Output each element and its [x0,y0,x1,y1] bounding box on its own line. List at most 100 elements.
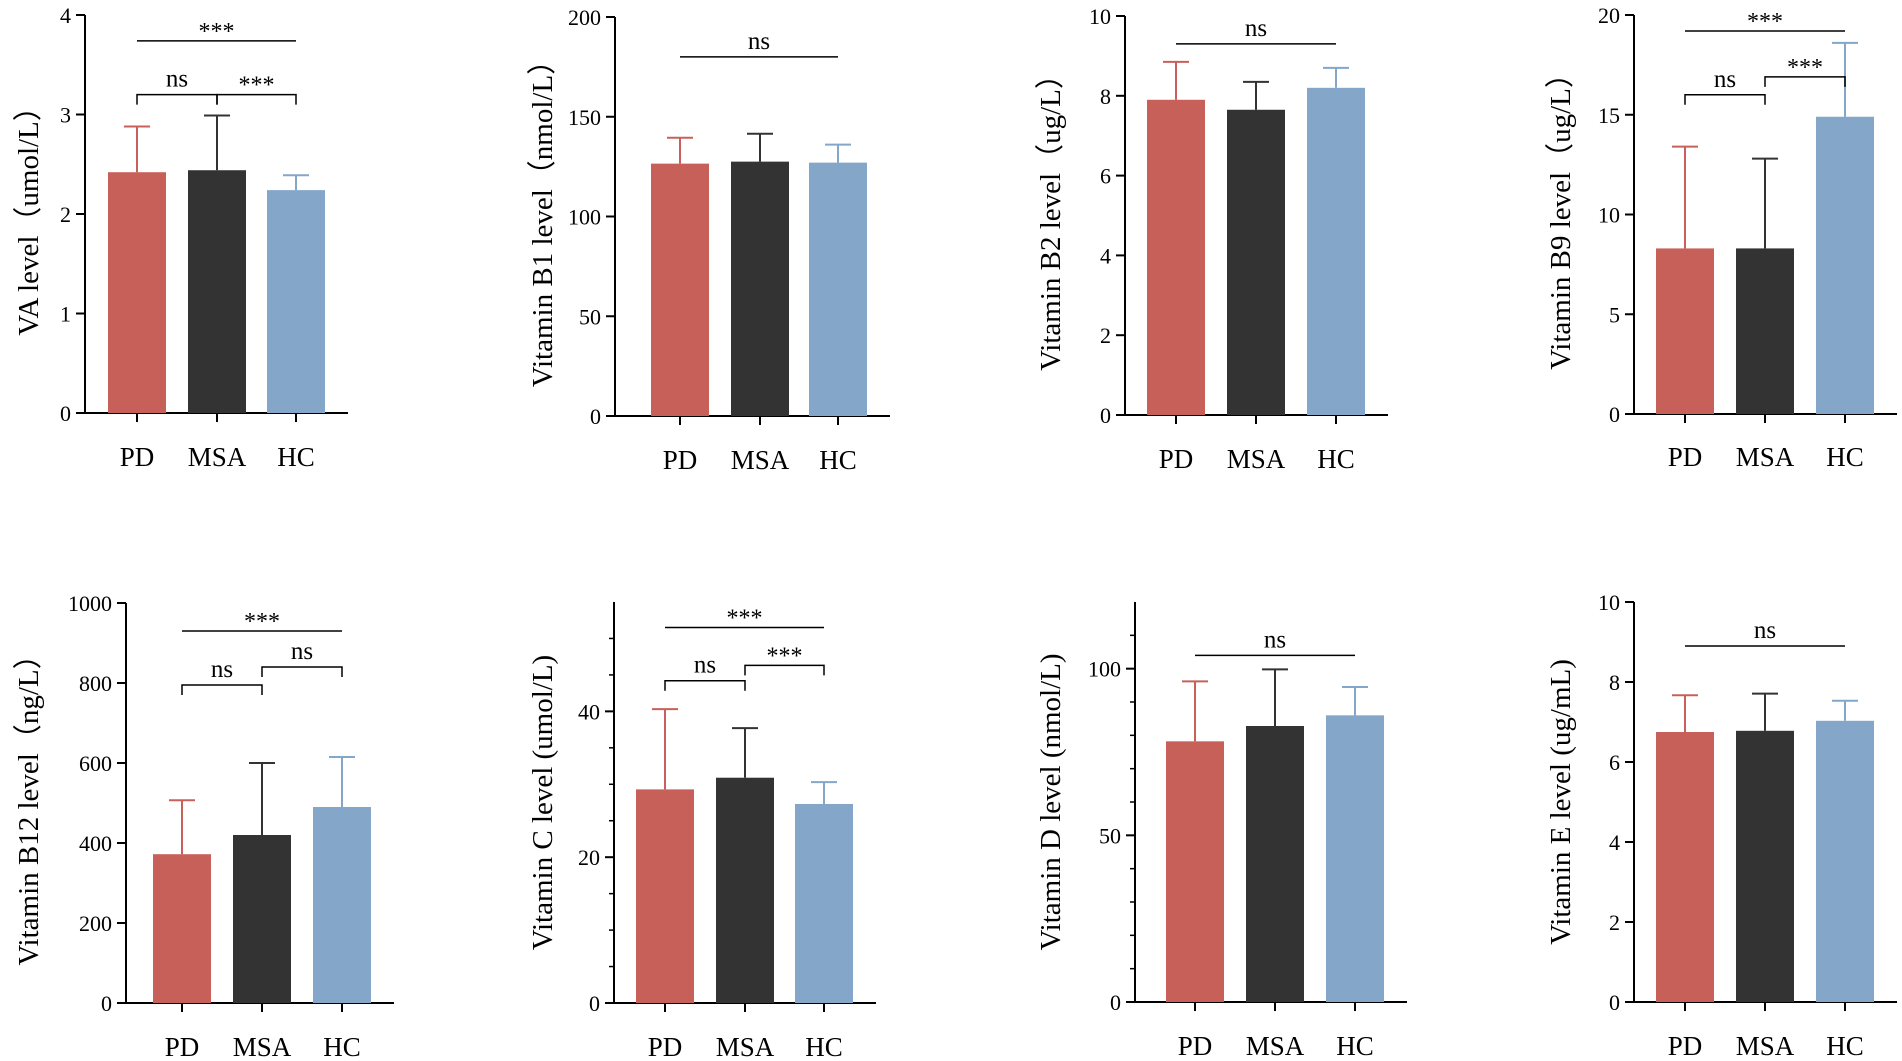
y-tick-label: 0 [1609,990,1620,1015]
significance-label: ns [1714,66,1736,93]
bar-hc [267,190,325,413]
bar-hc [1816,116,1874,415]
y-tick-label: 50 [1099,823,1121,848]
x-tick-label-msa: MSA [1246,1031,1305,1061]
bar-msa [1246,726,1304,1002]
x-tick-label-msa: MSA [1736,1031,1795,1061]
y-axis-label: Vitamin B9 level（ug/L） [1545,59,1577,370]
x-tick-label-hc: HC [1336,1031,1374,1061]
chart-panel-4: 0 5 10 15 20 PD MSA HC *** ns *** Vitamin B9 level（… [1545,3,1897,472]
bar-msa [233,835,291,1003]
x-tick-label-hc: HC [1317,444,1355,474]
significance-bracket [1684,94,1766,105]
y-tick-label: 0 [60,401,71,426]
x-tick-label-pd: PD [120,442,155,472]
y-tick-label: 8 [1609,670,1620,695]
y-tick-label: 0 [590,404,601,429]
y-tick-label: 20 [1598,3,1620,28]
x-tick-label-pd: PD [1159,444,1194,474]
bar-msa [188,170,246,413]
x-tick-label-msa: MSA [1736,442,1795,472]
y-tick-label: 4 [1609,830,1620,855]
x-tick-label-pd: PD [648,1032,683,1061]
y-tick-label: 15 [1598,103,1620,128]
y-tick-label: 0 [1110,990,1121,1015]
x-tick-label-hc: HC [1826,1031,1864,1061]
x-tick-label-pd: PD [1668,1031,1703,1061]
y-tick-label: 10 [1598,590,1620,615]
significance-bracket [744,664,825,676]
significance-label: *** [199,19,235,45]
bar-hc [1326,715,1384,1002]
bar-msa [1736,248,1794,414]
y-axis-label: VA level（umol/L） [13,92,45,336]
x-tick-label-msa: MSA [188,442,247,472]
significance-bracket [216,93,297,105]
y-tick-label: 40 [578,699,600,724]
significance-label: *** [1747,9,1783,35]
y-tick-label: 4 [1100,243,1111,268]
y-axis-label: Vitamin B2 level（ug/L） [1035,60,1067,371]
y-tick-label: 5 [1609,302,1620,327]
y-axis-label: Vitamin B1 level（nmol/L） [527,46,559,387]
x-tick-label-pd: PD [1178,1031,1213,1061]
bar-hc [795,803,853,1003]
significance-bracket [136,93,218,105]
bar-hc [313,807,371,1003]
y-tick-label: 3 [60,103,71,128]
y-tick-label: 2 [1100,323,1111,348]
chart-panel-8: 0 2 4 6 8 10 PD MSA HC ns Vitamin E level (ug/mL) [1545,590,1897,1061]
bar-pd [651,163,709,416]
y-tick-label: 0 [1100,403,1111,428]
y-tick-label: 6 [1100,164,1111,189]
x-tick-label-hc: HC [805,1032,843,1061]
significance-label: *** [767,643,803,669]
bar-pd [153,854,211,1003]
y-tick-label: 0 [1609,402,1620,427]
y-tick-label: 20 [578,845,600,870]
bar-msa [1736,730,1794,1002]
y-tick-label: 0 [101,991,112,1016]
significance-label: ns [1245,15,1267,42]
significance-label: ns [166,66,188,93]
y-tick-label: 2 [1609,910,1620,935]
significance-bracket [664,679,746,691]
x-tick-label-pd: PD [663,445,698,475]
significance-label: ns [694,652,716,679]
significance-label: ns [291,638,313,665]
bar-pd [1656,248,1714,414]
significance-label: ns [211,656,233,683]
x-tick-label-msa: MSA [731,445,790,475]
bar-pd [1166,741,1224,1002]
significance-bracket [181,684,263,695]
bar-pd [1656,732,1714,1002]
x-tick-label-msa: MSA [716,1032,775,1061]
chart-panel-6: 0 20 40 PD MSA HC *** ns *** Vitamin C level (umo… [527,602,876,1061]
chart-panel-1: 0 1 2 3 4 PD MSA HC *** ns *** VA level（umol/L） [13,3,348,472]
bar-hc [809,162,867,416]
bar-hc [1816,720,1874,1002]
y-tick-label: 8 [1100,84,1111,109]
y-tick-label: 4 [60,3,71,28]
x-tick-label-msa: MSA [233,1032,292,1061]
significance-bracket [1764,76,1846,87]
y-tick-label: 50 [579,304,601,329]
x-tick-label-pd: PD [1668,442,1703,472]
significance-label: *** [1787,55,1823,81]
x-tick-label-hc: HC [323,1032,361,1061]
x-tick-label-hc: HC [819,445,857,475]
significance-label: ns [1264,626,1286,653]
chart-panel-5: 0 200 400 600 800 1000 PD MSA HC *** ns ns Vitamin B… [13,591,394,1061]
significance-label: *** [244,609,280,635]
bar-pd [108,172,166,413]
y-tick-label: 100 [1088,657,1121,682]
y-tick-label: 200 [568,5,601,30]
y-tick-label: 200 [79,911,112,936]
significance-label: ns [1754,617,1776,644]
y-axis-label: Vitamin D level (nmol/L) [1035,653,1067,950]
y-tick-label: 1 [60,302,71,327]
y-tick-label: 400 [79,831,112,856]
y-axis-label: Vitamin E level (ug/mL) [1545,659,1577,945]
chart-panel-7: 0 50 100 PD MSA HC ns Vitamin D level (nmol/L) [1035,602,1407,1061]
